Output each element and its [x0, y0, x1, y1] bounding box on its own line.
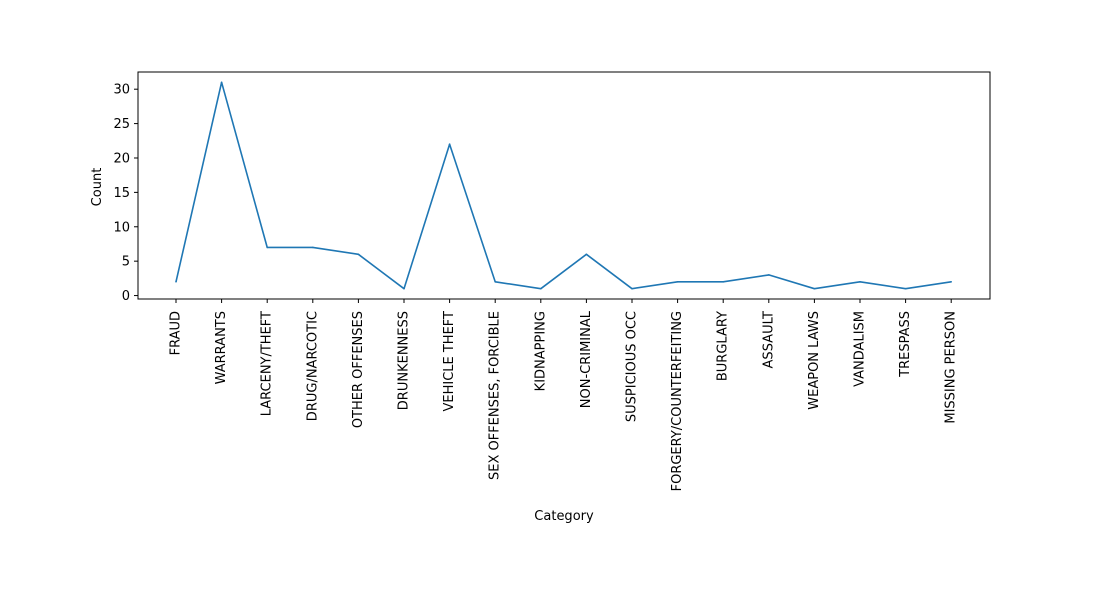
data-point	[904, 287, 907, 290]
data-point	[494, 281, 497, 283]
x-tick-label: MISSING PERSON	[944, 311, 959, 424]
x-tick-label: FRAUD	[169, 311, 184, 355]
data-point	[722, 281, 724, 283]
x-tick-label: DRUG/NARCOTIC	[305, 311, 320, 421]
data-point	[220, 81, 223, 84]
data-point	[950, 281, 952, 283]
x-tick-label: DRUNKENNESS	[397, 311, 412, 410]
y-tick-label: 0	[122, 289, 130, 304]
series-line	[175, 81, 952, 290]
data-point	[357, 253, 360, 256]
data-point	[312, 246, 314, 249]
data-point	[813, 287, 816, 290]
data-point	[175, 281, 177, 283]
y-tick-label: 20	[113, 151, 130, 166]
x-axis-label: Category	[534, 509, 594, 524]
data-point	[585, 253, 588, 256]
x-tick-label: OTHER OFFENSES	[351, 311, 366, 428]
x-tick-label: VANDALISM	[853, 311, 868, 387]
y-tick-label: 25	[113, 117, 130, 132]
x-tick-label: LARCENY/THEFT	[260, 311, 275, 416]
x-tick-label: FORGERY/COUNTERFEITING	[670, 311, 685, 491]
x-tick-label: ASSAULT	[761, 311, 776, 368]
y-axis-label: Count	[90, 168, 105, 207]
x-tick-label: SEX OFFENSES, FORCIBLE	[488, 311, 503, 480]
axes-frame	[137, 71, 991, 300]
data-point	[266, 246, 269, 249]
data-point	[403, 287, 405, 290]
x-tick-label: BURGLARY	[716, 311, 731, 381]
x-tick-label: TRESPASS	[898, 311, 913, 378]
y-tick-label: 5	[122, 255, 130, 270]
data-point	[631, 287, 633, 290]
y-tick-label: 15	[113, 186, 130, 201]
data-point	[859, 281, 861, 283]
x-tick-label: SUSPICIOUS OCC	[625, 311, 640, 422]
x-tick-label: NON-CRIMINAL	[579, 310, 594, 408]
x-tick-label: KIDNAPPING	[533, 311, 548, 391]
data-point	[540, 287, 542, 290]
x-tick-label: VEHICLE THEFT	[442, 311, 457, 412]
y-tick-label: 10	[113, 220, 130, 235]
x-tick-label: WARRANTS	[214, 311, 229, 384]
data-point	[448, 143, 451, 146]
data-point	[768, 274, 770, 276]
plot-area: 0 5 10 15 20 25 30 FRAUD WARRANTS LARCENY/THEFT DR…	[113, 71, 991, 491]
data-point	[676, 281, 679, 283]
x-tick-label: WEAPON LAWS	[807, 311, 822, 410]
y-tick-label: 30	[113, 83, 130, 98]
